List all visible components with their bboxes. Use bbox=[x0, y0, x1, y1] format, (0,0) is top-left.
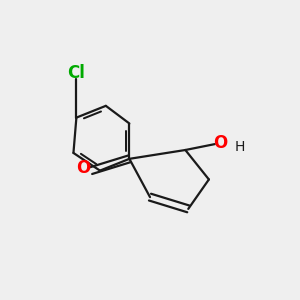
Text: H: H bbox=[235, 140, 245, 154]
Text: O: O bbox=[214, 134, 228, 152]
Text: Cl: Cl bbox=[68, 64, 85, 82]
Text: O: O bbox=[76, 159, 91, 177]
